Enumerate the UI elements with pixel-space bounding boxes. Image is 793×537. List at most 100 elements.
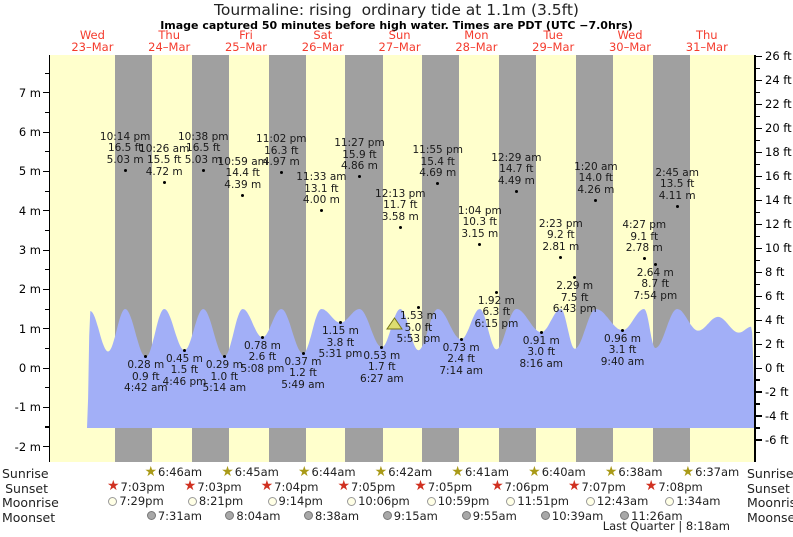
sunset-time: 7:03pm <box>197 479 242 494</box>
sunset-star-icon: ★ <box>644 478 658 494</box>
tide-event-dot <box>279 171 283 174</box>
tide-label-line: 4.39 m <box>224 178 262 191</box>
moonset-time-item: 8:38am <box>304 509 359 523</box>
tide-event-dot <box>653 262 657 266</box>
high-tide-label: 10:14 pm 16.5 ft 5.03 m <box>100 131 151 167</box>
moonset-row-label-left: Moonset <box>2 509 56 525</box>
tide-label-line: 2.29 m <box>556 280 594 293</box>
low-tide-label: 0.96 m 3.1 ft 9:40 am <box>601 333 645 369</box>
axis-tick <box>755 319 762 321</box>
sunrise-time: 6:38am <box>618 465 663 479</box>
tide-label-line: 1:20 am <box>574 160 618 173</box>
sunrise-star-icon: ★ <box>221 463 234 480</box>
moonrise-circle-icon <box>267 496 277 506</box>
day-label-line: 26–Mar <box>301 39 344 54</box>
moonrise-time: 7:29pm <box>119 494 164 508</box>
day-label-line: Wed <box>79 28 105 42</box>
high-tide-label: 1:04 pm 10.3 ft 3.15 m <box>458 205 502 241</box>
moonset-time: 9:15am <box>393 508 438 523</box>
tide-event-dot <box>162 180 166 184</box>
tide-label-line: 4.86 m <box>340 160 378 173</box>
y-axis-left-tick-label: 7 m <box>18 85 41 100</box>
tide-label-line: 5.03 m <box>184 153 222 166</box>
tide-event-dot <box>478 242 482 246</box>
day-label-line: 23–Mar <box>71 39 114 54</box>
axis-tick <box>755 115 760 117</box>
moonset-time: 11:26am <box>631 508 683 523</box>
sunrise-row-label-left: Sunrise <box>2 466 49 481</box>
sunrise-time-item: ★ 6:37am <box>682 465 740 480</box>
chart-subtitle: Image captured 50 minutes before high wa… <box>160 19 633 32</box>
tide-event-dot <box>201 168 205 172</box>
y-axis-right-tick-label: -4 ft <box>765 408 789 423</box>
tide-label-line: 0.73 m <box>442 341 480 354</box>
tide-event-dot <box>319 209 323 213</box>
axis-tick <box>43 170 49 173</box>
moonset-time-item: 9:55am <box>461 509 517 523</box>
axis-tick <box>755 331 760 333</box>
day-label-line: Thu <box>695 28 718 42</box>
y-axis-left-tick-label: 0 m <box>18 361 41 375</box>
sunset-time: 7:08pm <box>658 479 703 494</box>
y-axis-right-tick-label: 10 ft <box>765 241 792 256</box>
y-axis-right-tick-label: 20 ft <box>765 121 792 136</box>
moonset-time-item: 9:15am <box>382 508 438 523</box>
axis-tick <box>755 295 762 297</box>
moonrise-row-label-right: Moonrise <box>747 495 793 510</box>
sunrise-time-item: ★ 6:40am <box>528 465 586 480</box>
low-tide-label: 1.53 m 5.0 ft 5:53 pm <box>397 311 441 346</box>
sunset-time: 7:06pm <box>504 479 549 494</box>
sunset-time-item: ★ 7:04pm <box>261 479 319 494</box>
day-label: Thu 24–Mar <box>148 29 190 53</box>
y-axis-right-tick-label: 8 ft <box>765 265 785 280</box>
axis-tick <box>43 210 49 212</box>
y-axis-right-tick-label: 14 ft <box>765 193 792 208</box>
moonset-time: 10:39am <box>551 508 604 523</box>
moonrise-time: 10:59pm <box>437 494 490 508</box>
moonrise-row-label-left: Moonrise <box>2 495 59 510</box>
tide-plot-area <box>50 55 755 462</box>
moonrise-time-item: 1:34am <box>665 494 720 508</box>
sunrise-time-item: ★ 6:41am <box>451 465 509 480</box>
tide-label-line: 16.3 ft <box>264 144 299 157</box>
sunrise-time: 6:42am <box>388 465 433 479</box>
high-tide-label: 11:27 pm 15.9 ft 4.86 m <box>334 138 385 173</box>
day-label-line: Sun <box>388 28 411 42</box>
tide-event-dot <box>416 306 420 310</box>
tide-label-line: 10:38 pm <box>177 130 229 143</box>
low-tide-label: 2.64 m 8.7 ft 7:54 pm <box>633 267 677 303</box>
y-axis-right-tick-label: 24 ft <box>765 73 792 88</box>
tide-event-dot <box>621 328 625 332</box>
tide-event-dot <box>398 225 402 229</box>
sunset-time-item: ★ 7:06pm <box>491 479 549 494</box>
day-label: Wed 23–Mar <box>71 28 114 54</box>
sunset-time: 7:07pm <box>581 479 626 494</box>
sunrise-time: 6:37am <box>695 465 740 479</box>
axis-tick <box>755 199 762 201</box>
moonrise-time-item: 12:43am <box>585 494 648 508</box>
moonset-time: 8:38am <box>315 508 360 523</box>
moonset-time: 8:04am <box>236 508 281 523</box>
tide-label-line: 1.92 m <box>477 294 515 307</box>
y-axis-left-tick-label: 4 m <box>18 203 41 218</box>
tide-label-line: 14.4 ft <box>225 167 260 180</box>
axis-tick <box>755 391 762 393</box>
y-axis-right-tick-label: -2 ft <box>765 384 789 399</box>
y-axis-left-tick-label: 2 m <box>18 282 41 297</box>
axis-tick <box>755 427 760 429</box>
tide-event-dot <box>182 348 186 352</box>
moonrise-time: 8:21pm <box>198 494 244 508</box>
tide-label-line: 5:14 am <box>202 382 247 395</box>
day-label: Sat 26–Mar <box>301 29 344 54</box>
tide-label-line: 16.5 ft <box>107 142 143 155</box>
y-axis-right-tick-label: 0 ft <box>765 361 785 375</box>
moonset-circle-icon <box>540 511 550 520</box>
tide-label-line: 6.3 ft <box>482 306 511 319</box>
y-axis-left-tick-label: 5 m <box>18 164 41 179</box>
moonset-circle-icon <box>225 511 235 520</box>
axis-tick <box>755 367 762 369</box>
axis-tick <box>755 355 760 357</box>
y-axis-right-tick-label: 12 ft <box>765 217 792 232</box>
sunrise-time-item: ★ 6:42am <box>375 465 433 480</box>
